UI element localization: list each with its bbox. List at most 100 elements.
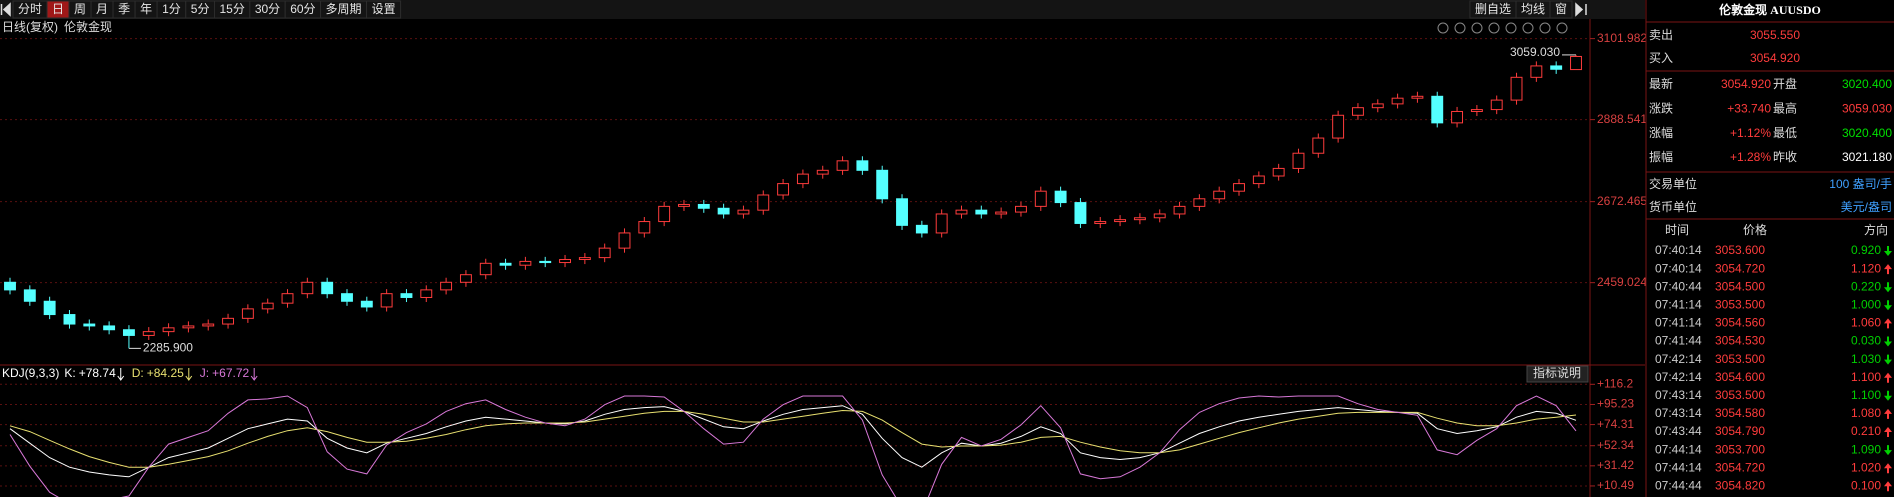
period-tab[interactable]: 设置	[372, 2, 396, 16]
period-tab[interactable]: 1分	[162, 2, 181, 16]
candle-body	[380, 293, 393, 308]
candle-body	[1252, 175, 1265, 185]
period-tab[interactable]: 年	[140, 2, 152, 16]
period-tab[interactable]: 5分	[191, 2, 210, 16]
candle-body	[1292, 152, 1305, 169]
indicator-help[interactable]: 指标说明	[1533, 365, 1581, 380]
stat-value: 3054.920	[1721, 77, 1771, 91]
stat-value: +1.12%	[1730, 126, 1771, 140]
trade-direction	[1884, 246, 1892, 256]
tool-icon[interactable]	[1539, 22, 1551, 34]
tool-icon[interactable]	[1471, 22, 1483, 34]
tool-bg	[1469, 0, 1517, 19]
stat-label: 最新	[1649, 76, 1673, 91]
tool-icon[interactable]	[1556, 22, 1568, 34]
candle-body	[856, 160, 869, 171]
stat-label: 振幅	[1649, 149, 1673, 164]
candle-body	[1312, 137, 1325, 154]
candle-body	[995, 211, 1008, 215]
stat-label: 最高	[1773, 100, 1797, 115]
candle-body	[321, 281, 334, 295]
tool-button[interactable]: 均线	[1521, 2, 1545, 16]
trade-direction	[1884, 427, 1892, 437]
tool-icon[interactable]	[1505, 22, 1517, 34]
trade-price: 3054.560	[1715, 316, 1765, 330]
candle-body	[122, 329, 135, 336]
high-annotation: 3059.030	[1510, 45, 1560, 59]
candle-body	[162, 327, 175, 333]
trade-volume: 1.000	[1851, 297, 1881, 311]
period-tab[interactable]: 60分	[290, 2, 315, 16]
stat-value: 3021.180	[1842, 150, 1892, 164]
trade-time: 07:44:44	[1655, 478, 1702, 492]
period-tab[interactable]: 多周期	[326, 2, 362, 16]
period-tab[interactable]: 分时	[18, 2, 42, 16]
candle-body	[499, 262, 512, 266]
trade-time: 07:42:14	[1655, 352, 1702, 366]
candle-body	[360, 300, 373, 308]
quote-label: 买入	[1649, 51, 1673, 65]
candle-body	[1074, 202, 1087, 224]
candle-body	[1233, 183, 1245, 192]
candle-body	[440, 281, 453, 291]
period-tab[interactable]: 日	[52, 2, 64, 16]
y-tick-label: +10.49	[1597, 478, 1634, 492]
trade-price: 3053.600	[1715, 243, 1765, 257]
trade-volume: 0.920	[1851, 243, 1881, 257]
trade-time: 07:43:14	[1655, 388, 1702, 402]
tool-icon[interactable]	[1437, 22, 1449, 34]
trade-direction	[1884, 300, 1892, 311]
candle-body	[678, 203, 690, 207]
stat-value: +1.28%	[1730, 150, 1771, 164]
trend-arrow	[185, 368, 193, 381]
stat-label: 涨跌	[1649, 100, 1673, 115]
indicator-title: KDJ(9,3,3)	[2, 366, 59, 380]
candle-body	[796, 173, 809, 185]
tool-button[interactable]: 窗	[1555, 2, 1567, 16]
candle-body	[737, 209, 750, 215]
candle-body	[222, 317, 235, 325]
indicator-help-bg[interactable]	[1526, 365, 1589, 383]
stat-label: 昨收	[1773, 150, 1797, 164]
quote-value: 3055.550	[1750, 28, 1800, 42]
candle-body	[658, 205, 671, 223]
trade-direction	[1884, 463, 1892, 474]
trade-header: 价格	[1743, 222, 1767, 237]
legend-value: +78.74	[79, 366, 116, 380]
trade-volume: 1.060	[1851, 316, 1881, 330]
trade-price: 3054.530	[1715, 334, 1765, 348]
candle-body	[1332, 114, 1345, 139]
period-tab[interactable]: 季	[118, 2, 130, 16]
candle-body	[1470, 109, 1483, 112]
low-annotation: 2285.900	[143, 341, 193, 355]
candle-body	[83, 323, 96, 327]
tool-button[interactable]: 删自选	[1475, 2, 1511, 16]
y-tick-label: +95.23	[1597, 397, 1634, 411]
legend-value: +84.25	[147, 366, 184, 380]
y-tick-label: 2459.024	[1597, 275, 1647, 289]
period-tab[interactable]: 30分	[255, 2, 280, 16]
candle-body	[1272, 167, 1285, 177]
period-tab[interactable]: 月	[96, 2, 108, 16]
period-tab[interactable]: 周	[74, 2, 86, 16]
tool-icon[interactable]	[1454, 22, 1466, 34]
trade-time: 07:41:14	[1655, 297, 1702, 311]
trade-direction	[1884, 264, 1892, 275]
tool-icon[interactable]	[1488, 22, 1500, 34]
trade-volume: 1.080	[1851, 406, 1881, 420]
candle-body	[836, 160, 849, 171]
tool-icon[interactable]	[1522, 22, 1534, 34]
trend-arrow	[250, 368, 258, 381]
candle-body	[202, 323, 215, 327]
trade-time: 07:43:44	[1655, 424, 1702, 438]
unit-value: 美元/盎司	[1841, 200, 1892, 214]
trade-volume: 1.100	[1851, 370, 1881, 384]
legend-name: J:	[200, 366, 209, 380]
period-tab[interactable]: 15分	[219, 2, 244, 16]
candle-body	[4, 281, 16, 291]
y-tick-label: +52.34	[1597, 438, 1634, 452]
stat-label: 最低	[1773, 126, 1797, 140]
trade-time: 07:40:14	[1655, 261, 1702, 275]
candle-body	[717, 207, 730, 215]
